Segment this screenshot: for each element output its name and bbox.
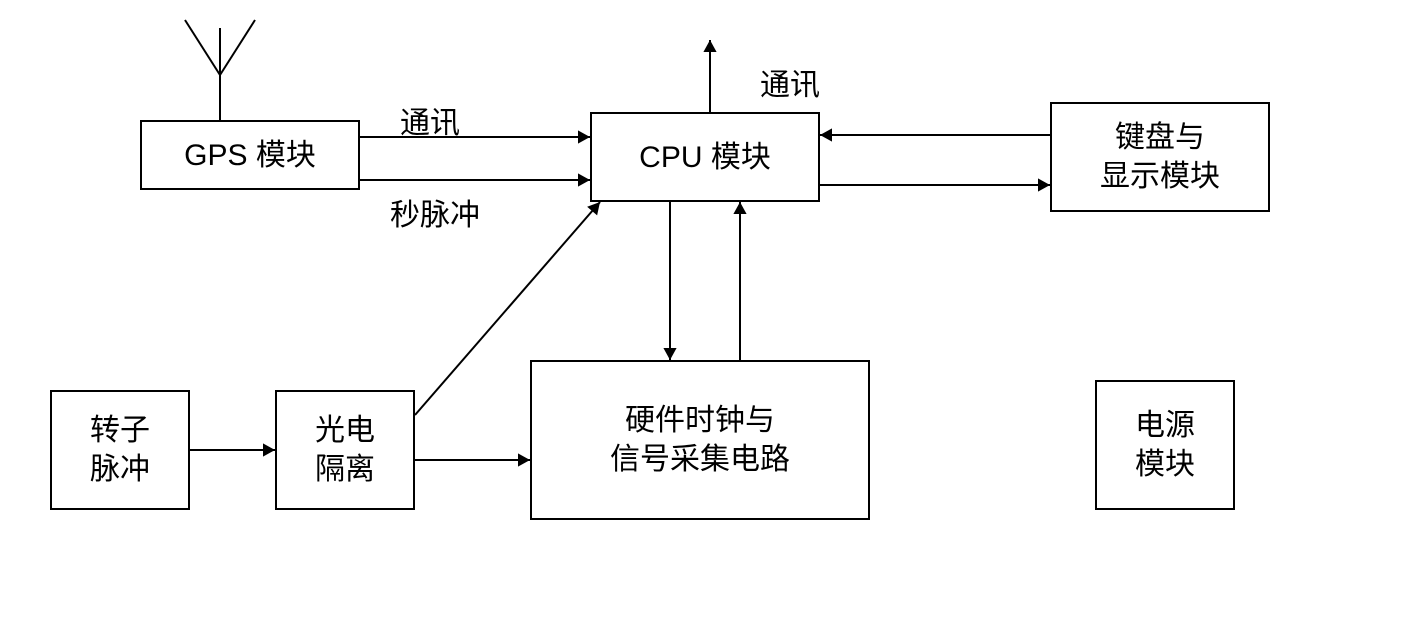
node-gps-label: GPS 模块 xyxy=(184,136,316,175)
node-kb: 键盘与 显示模块 xyxy=(1050,102,1270,212)
node-opto: 光电 隔离 xyxy=(275,390,415,510)
node-kb-label: 键盘与 显示模块 xyxy=(1100,118,1220,196)
node-hwclock: 硬件时钟与 信号采集电路 xyxy=(530,360,870,520)
label-comm-gps: 通讯 xyxy=(400,98,460,142)
node-hwclock-label: 硬件时钟与 信号采集电路 xyxy=(610,401,790,479)
label-comm-top: 通讯 xyxy=(760,60,820,104)
node-rotor-label: 转子 脉冲 xyxy=(90,411,150,489)
label-sec-pulse: 秒脉冲 xyxy=(390,190,480,234)
node-power-label: 电源 模块 xyxy=(1135,406,1195,484)
node-rotor: 转子 脉冲 xyxy=(50,390,190,510)
node-cpu: CPU 模块 xyxy=(590,112,820,202)
node-opto-label: 光电 隔离 xyxy=(315,411,375,489)
diagram-overlay xyxy=(0,0,1419,619)
node-gps: GPS 模块 xyxy=(140,120,360,190)
node-power: 电源 模块 xyxy=(1095,380,1235,510)
node-cpu-label: CPU 模块 xyxy=(639,138,771,177)
antenna-icon xyxy=(185,20,255,120)
